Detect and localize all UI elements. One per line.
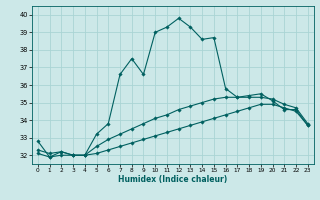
X-axis label: Humidex (Indice chaleur): Humidex (Indice chaleur) xyxy=(118,175,228,184)
